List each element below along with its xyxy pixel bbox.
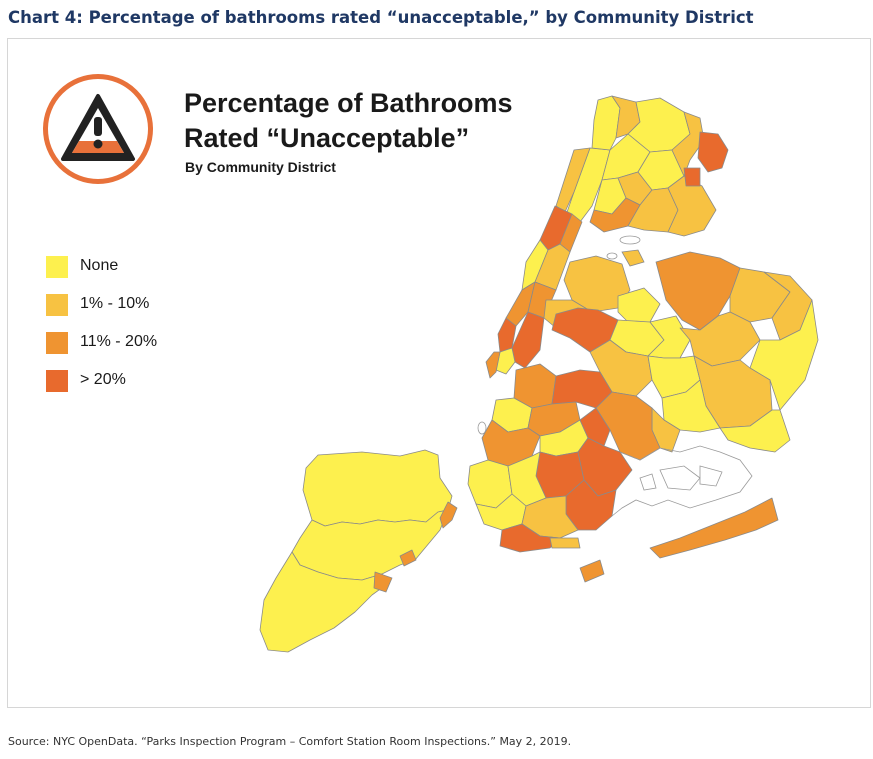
legend-label: > 20% [80, 371, 126, 388]
district-brooklyn-coney-island-beach [549, 537, 581, 549]
district-queens-riker-island [621, 249, 645, 267]
legend-label: 11% - 20% [80, 333, 158, 350]
legend-label: 1% - 10% [80, 295, 150, 312]
map-title-line-2: Rated “Unacceptable” [184, 123, 470, 153]
district-staten-island-shore-a [439, 501, 458, 529]
district-brooklyn-brownsville [579, 407, 611, 447]
map-title: Percentage of Bathrooms Rated “Unaccepta… [184, 86, 513, 156]
map-title-line-1: Percentage of Bathrooms [184, 88, 513, 118]
legend-swatch [46, 256, 68, 278]
chart-heading: Chart 4: Percentage of bathrooms rated “… [8, 8, 754, 27]
district-manhattan-washington-heights [555, 147, 591, 213]
district-staten-island-north [302, 449, 453, 527]
district-queens-rockaway-east [649, 497, 779, 559]
district-queens-laurelton [719, 409, 791, 453]
warning-badge [43, 74, 153, 184]
legend-swatch [46, 294, 68, 316]
district-queens-flushing [655, 251, 741, 331]
legend-swatch [46, 332, 68, 354]
district-bronx-riverdale [591, 95, 621, 151]
harbor-islands [477, 235, 641, 435]
district-queens-breezy-point [579, 559, 605, 583]
map-subtitle: By Community District [185, 159, 336, 175]
district-manhattan-midtown-west [505, 281, 536, 327]
warning-triangle-icon [61, 94, 135, 161]
district-staten-island-shore-b [399, 549, 417, 567]
district-bronx-co-op [683, 167, 701, 187]
legend-swatch [46, 370, 68, 392]
district-staten-island-shore-c [373, 571, 393, 593]
district-staten-island-south [259, 551, 391, 653]
legend-label: None [80, 257, 119, 274]
jamaica-bay-outline [611, 445, 753, 517]
map-districts [259, 95, 819, 653]
district-manhattan-battery [485, 351, 501, 379]
district-manhattan-upper-east [534, 243, 571, 291]
source-note: Source: NYC OpenData. “Parks Inspection … [8, 735, 572, 748]
district-bronx-eastchester [697, 131, 729, 173]
